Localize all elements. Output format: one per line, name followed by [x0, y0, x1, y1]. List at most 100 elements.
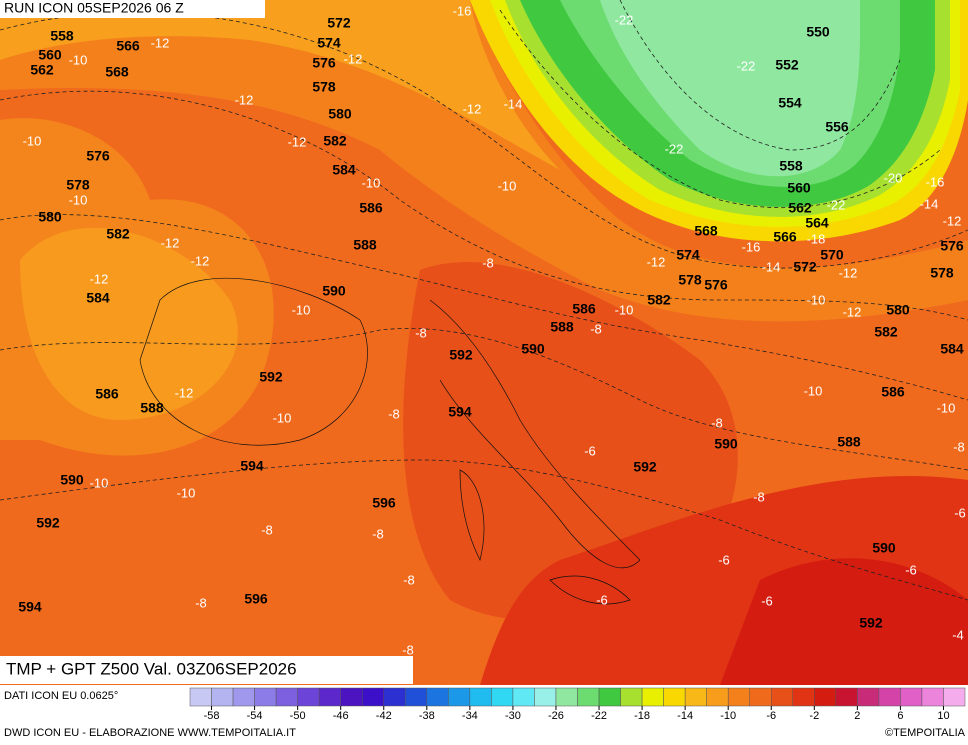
legend-tick-label: 6	[897, 710, 903, 722]
tmp-label: -22	[827, 197, 846, 212]
gpt-label: 572	[327, 15, 351, 31]
legend-swatch	[383, 687, 406, 707]
legend-swatch	[555, 687, 578, 707]
gpt-label: 578	[930, 265, 954, 281]
gpt-label: 588	[140, 400, 164, 416]
gpt-label: 590	[714, 436, 738, 452]
gpt-label: 592	[633, 459, 657, 475]
caption-box	[0, 656, 413, 684]
legend-swatch	[921, 687, 944, 707]
gpt-label: 584	[332, 162, 356, 178]
legend-swatch	[792, 687, 815, 707]
gpt-label: 556	[825, 119, 849, 135]
legend-swatch	[232, 687, 255, 707]
data-source: DATI ICON EU 0.0625°	[4, 690, 118, 702]
legend-swatch	[254, 687, 277, 707]
legend-swatch	[512, 687, 535, 707]
legend-swatch	[405, 687, 428, 707]
gpt-label: 558	[50, 28, 74, 44]
gpt-label: 592	[259, 369, 283, 385]
gpt-label: 576	[940, 238, 964, 254]
gpt-label: 568	[105, 64, 129, 80]
tmp-label: -8	[261, 522, 273, 537]
tmp-label: -10	[69, 192, 88, 207]
map-caption: TMP + GPT Z500 Val. 03Z06SEP2026	[6, 659, 297, 678]
legend-swatch	[491, 687, 514, 707]
tmp-label: -16	[926, 174, 945, 189]
tmp-label: -10	[937, 400, 956, 415]
gpt-label: 580	[328, 106, 352, 122]
gpt-label: 588	[837, 434, 861, 450]
tmp-label: -12	[151, 35, 170, 50]
legend-swatch	[318, 687, 341, 707]
legend-swatch	[469, 687, 492, 707]
gpt-label: 568	[694, 223, 718, 239]
tmp-label: -12	[161, 235, 180, 250]
gpt-label: 588	[550, 319, 574, 335]
tmp-label: -8	[372, 526, 384, 541]
tmp-label: -12	[839, 265, 858, 280]
legend-swatch	[361, 687, 385, 707]
tmp-label: -8	[415, 325, 427, 340]
gpt-label: 592	[449, 347, 473, 363]
legend-swatch	[598, 687, 621, 707]
legend-tick-label: -14	[677, 710, 693, 722]
gpt-label: 582	[323, 133, 347, 149]
legend-tick-label: -10	[720, 710, 736, 722]
legend-tick-label: -46	[333, 710, 349, 722]
tmp-label: -8	[590, 321, 602, 336]
gpt-label: 586	[359, 200, 383, 216]
legend-swatch	[706, 687, 729, 707]
tmp-label: -10	[804, 383, 823, 398]
gpt-label: 578	[66, 177, 90, 193]
map	[0, 0, 968, 685]
tmp-label: -10	[273, 410, 292, 425]
legend-swatch	[211, 687, 234, 707]
tmp-label: -4	[952, 627, 964, 642]
tmp-label: -14	[920, 196, 939, 211]
gpt-label: 594	[448, 404, 472, 420]
gpt-label: 596	[372, 495, 396, 511]
run-title: RUN ICON 05SEP2026 06 Z	[4, 0, 184, 16]
tmp-label: -8	[711, 415, 723, 430]
tmp-label: -10	[69, 52, 88, 67]
gpt-label: 584	[86, 290, 110, 306]
tmp-label: -10	[90, 475, 109, 490]
gpt-label: 558	[779, 158, 803, 174]
tmp-label: -12	[288, 134, 307, 149]
gpt-label: 578	[312, 79, 336, 95]
legend-tick-label: -42	[376, 710, 392, 722]
gpt-label: 562	[788, 200, 812, 216]
gpt-label: 552	[775, 57, 799, 73]
tmp-label: -12	[175, 385, 194, 400]
gpt-label: 582	[106, 226, 130, 242]
tmp-label: -8	[753, 489, 765, 504]
legend-tick-label: 2	[854, 710, 860, 722]
tmp-label: -6	[718, 552, 730, 567]
gpt-label: 594	[18, 599, 42, 615]
tmp-label: -6	[596, 592, 608, 607]
coastlines	[139, 277, 641, 605]
gpt-label: 580	[38, 209, 62, 225]
gpt-label: 566	[773, 229, 797, 245]
tmp-label: -8	[482, 255, 494, 270]
tmp-label: -10	[292, 302, 311, 317]
tmp-label: -8	[403, 572, 415, 587]
legend-swatch	[878, 687, 901, 707]
tmp-label: -12	[344, 51, 363, 66]
gpt-label: 582	[874, 324, 898, 340]
gpt-label: 590	[872, 540, 896, 556]
tmp-label: -14	[504, 96, 523, 111]
tmp-label: -10	[615, 302, 634, 317]
tmp-label: -12	[943, 213, 962, 228]
tmp-label: -6	[761, 593, 773, 608]
legend-tick-label: -50	[290, 710, 306, 722]
gpt-label: 590	[60, 472, 84, 488]
gpt-label: 574	[676, 247, 700, 263]
legend-swatch	[275, 687, 298, 707]
legend-tick-label: -26	[548, 710, 564, 722]
tmp-label: -8	[402, 642, 414, 657]
legend-tick-label: -18	[634, 710, 650, 722]
legend-tick-label: -2	[809, 710, 819, 722]
